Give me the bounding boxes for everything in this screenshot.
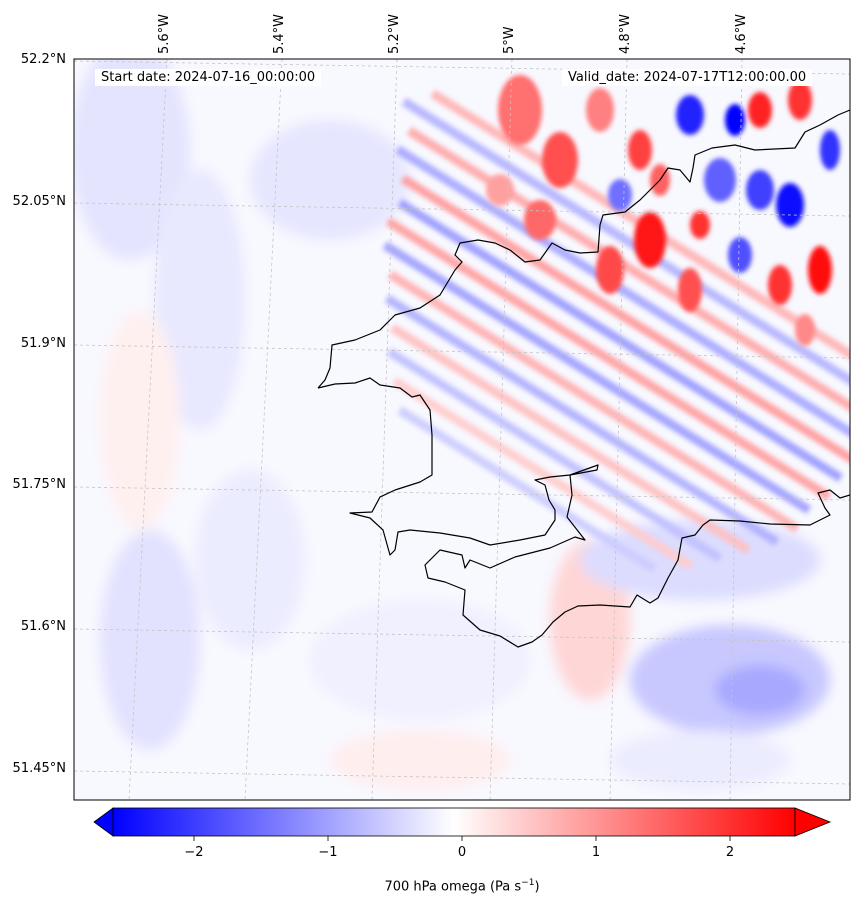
lon-label-4-6w: 4.6°W — [734, 13, 749, 54]
colorbar-tick-label: −2 — [184, 845, 204, 860]
map-frame — [73, 58, 851, 801]
omega-field-smooth — [74, 59, 830, 790]
colorbar-tick-label: 2 — [725, 845, 735, 860]
lat-label-51-9: 51.9°N — [20, 336, 66, 351]
colorbar-tick-label: 0 — [457, 845, 467, 860]
colorbar-label-text: 700 hPa omega (Pa s — [384, 879, 522, 895]
colorbar-tick-label: −1 — [318, 845, 338, 860]
lon-label-5-2w: 5.2°W — [387, 13, 402, 54]
colorbar-ticks — [193, 836, 731, 841]
colorbar-tick-label: 1 — [591, 845, 601, 860]
start-date-label: Start date: 2024-07-16_00:00:00 — [95, 69, 322, 86]
lat-label-51-45: 51.45°N — [12, 761, 66, 776]
lon-label-5-4w: 5.4°W — [272, 13, 287, 54]
gridlines — [74, 59, 850, 800]
coastline — [317, 109, 850, 648]
colorbar-label: 700 hPa omega (Pa s−1) — [0, 878, 859, 894]
lat-label-52-2: 52.2°N — [20, 52, 66, 67]
omega-strong-cells — [486, 75, 840, 346]
lon-label-5-6w: 5.6°W — [157, 13, 172, 54]
lat-label-51-75: 51.75°N — [12, 477, 66, 492]
colorbar-label-close: ) — [534, 879, 540, 895]
valid-date-label: Valid_date: 2024-07-17T12:00:00.00 — [562, 69, 813, 86]
colorbar — [93, 807, 832, 841]
colorbar-extend-min — [93, 807, 114, 837]
lon-label-5w: 5°W — [502, 26, 517, 54]
colorbar-gradient — [112, 807, 796, 837]
colorbar-extend-max — [794, 807, 832, 837]
lon-label-4-8w: 4.8°W — [618, 13, 633, 54]
lat-label-52-05: 52.05°N — [12, 194, 66, 209]
colorbar-label-exponent: −1 — [521, 878, 535, 888]
lat-label-51-6: 51.6°N — [20, 619, 66, 634]
